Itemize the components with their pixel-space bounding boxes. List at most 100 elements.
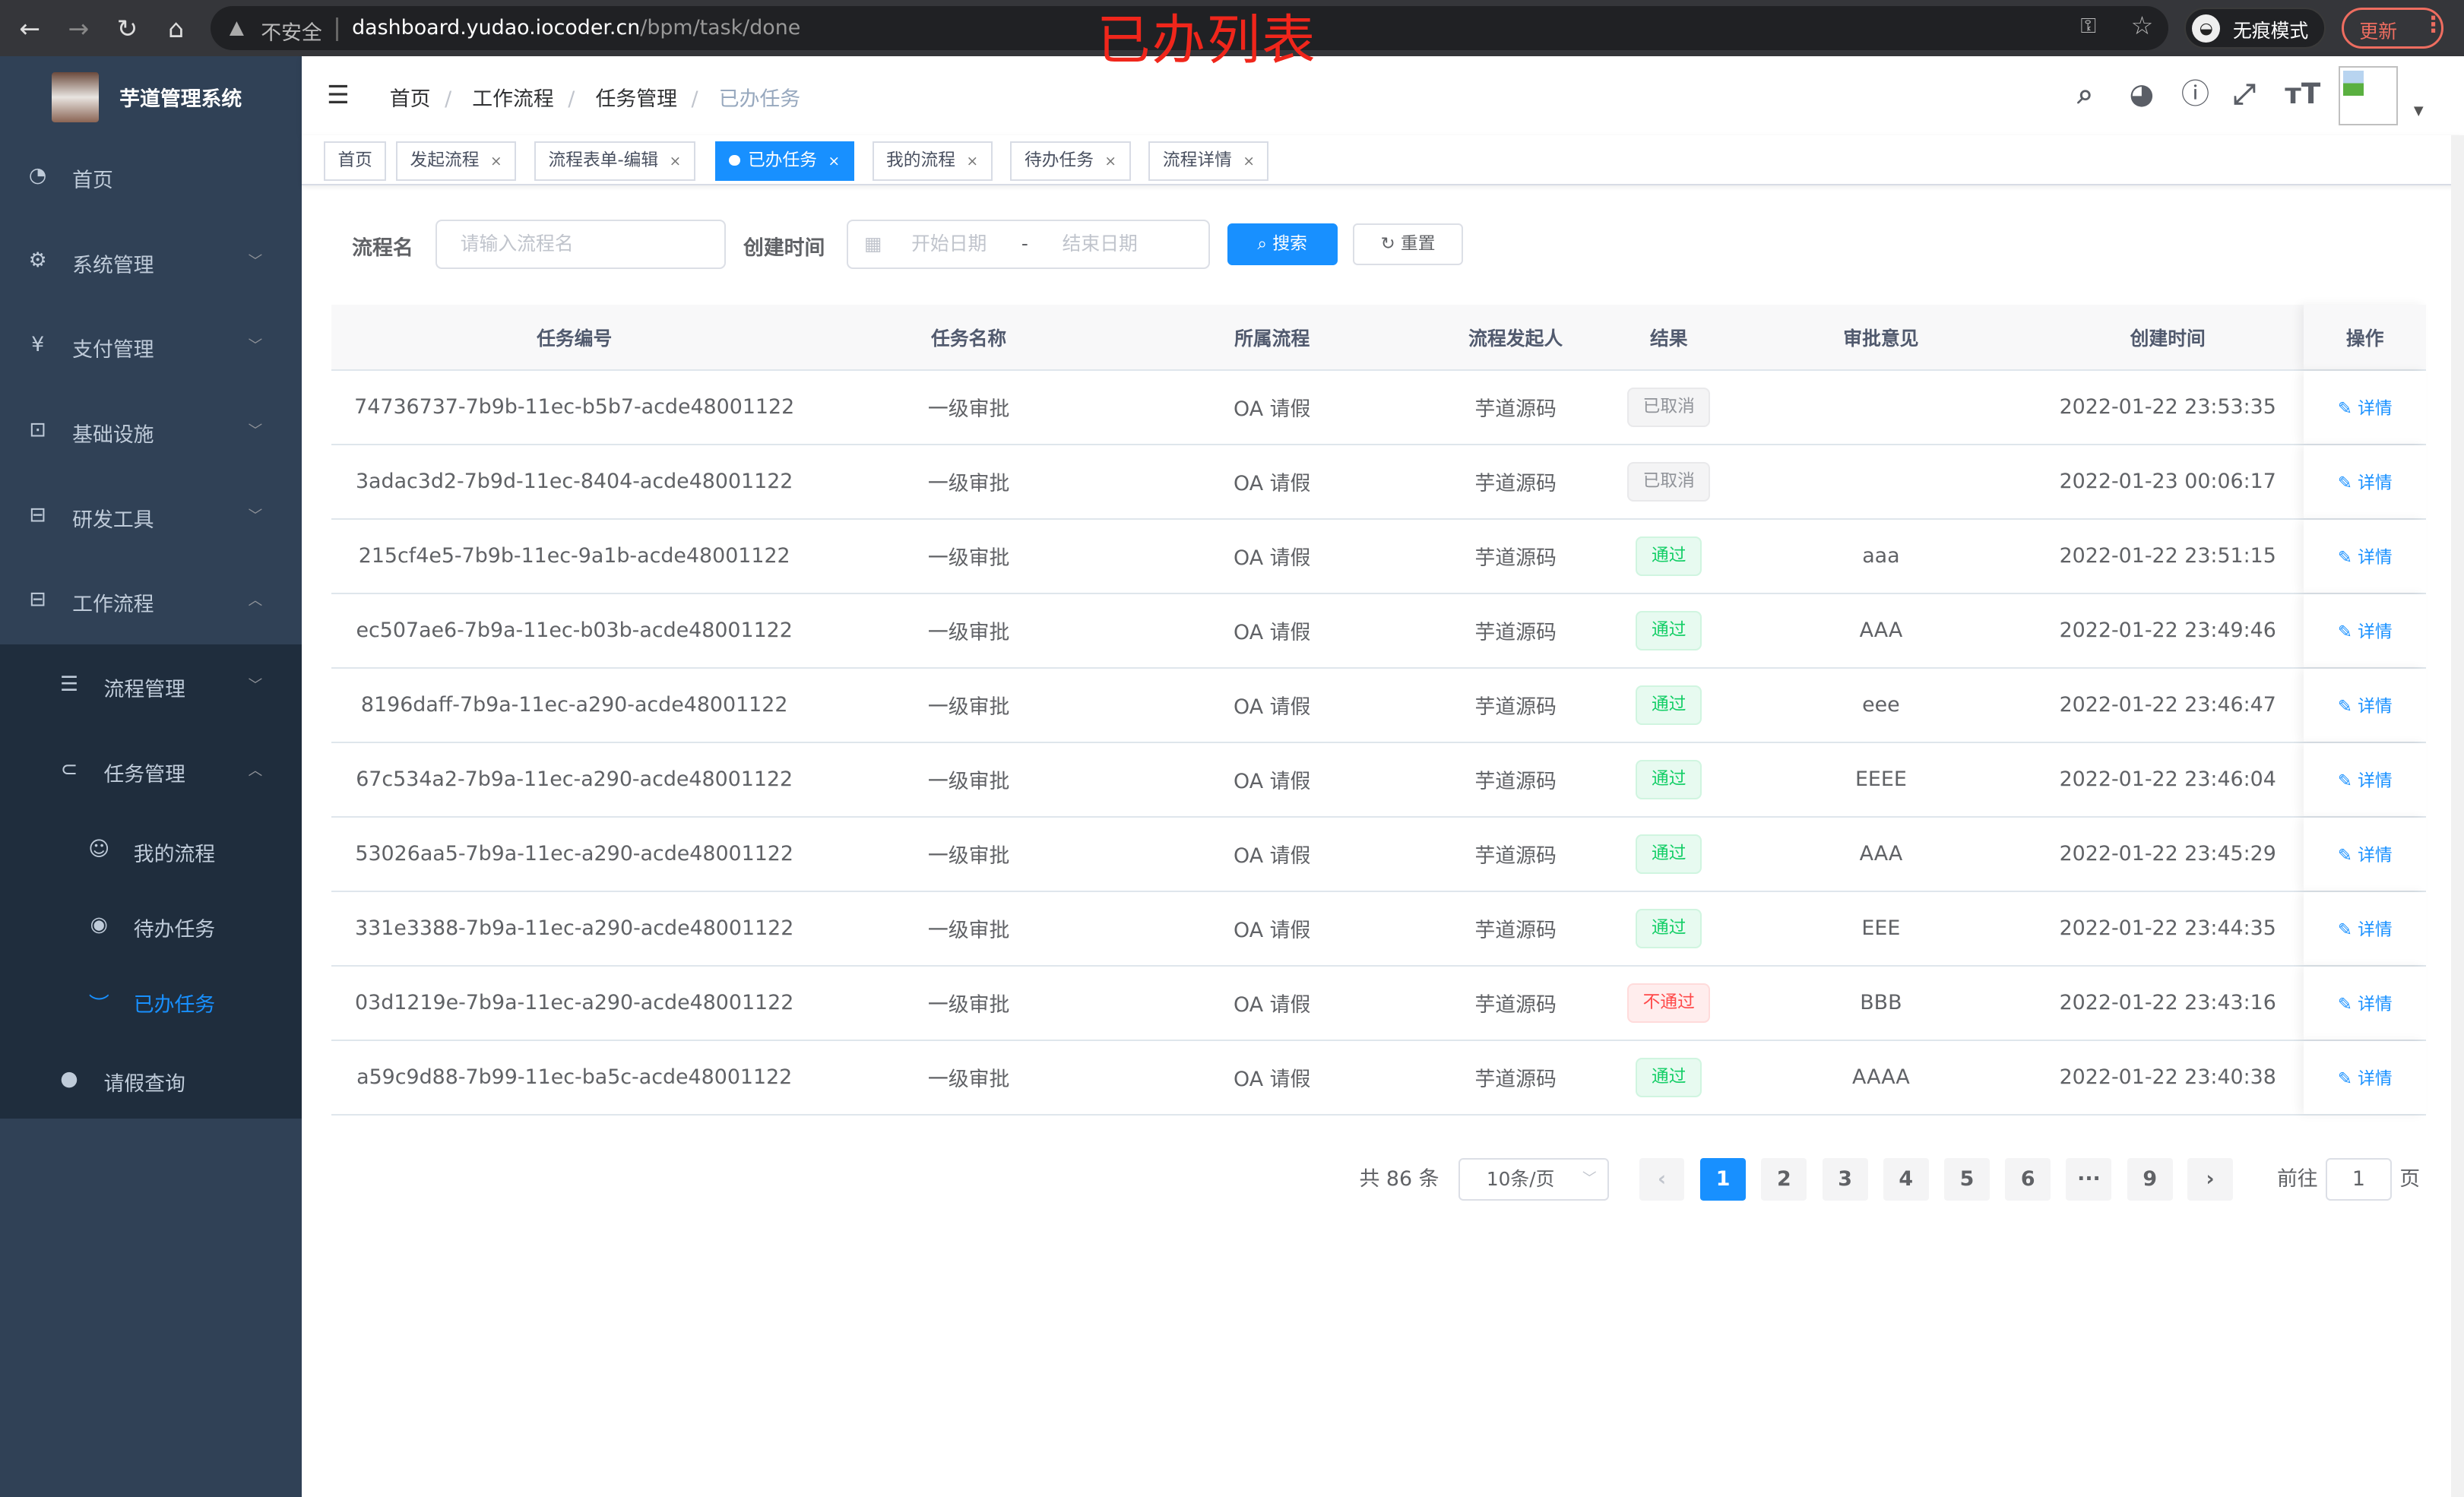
avatar[interactable] xyxy=(2338,65,2399,126)
sidebar-item-task[interactable]: ⊂ 任务管理 ︿ xyxy=(0,729,302,814)
tab-我的流程[interactable]: 我的流程 × xyxy=(872,141,993,181)
detail-button[interactable]: ✎ 详情 xyxy=(2338,394,2393,419)
page-suffix: 页 xyxy=(2399,1166,2421,1191)
sidebar-item-eye-open[interactable]: ◉ 待办任务 xyxy=(0,889,302,964)
forward-icon[interactable]: → xyxy=(68,13,90,43)
sidebar-item-toolbox[interactable]: ⊟ 研发工具 ﹀ xyxy=(0,474,302,559)
search-button[interactable]: ⌕ 搜索 xyxy=(1227,223,1338,266)
date-range-picker[interactable]: ▦ 开始日期 - 结束日期 xyxy=(847,220,1211,269)
table-header: 任务编号 任务名称 所属流程 流程发起人 结果 审批意见 创建时间 操作 xyxy=(331,305,2427,371)
breadcrumb-item[interactable]: 任务管理 xyxy=(595,87,677,111)
close-icon[interactable]: × xyxy=(669,153,682,170)
cell-starter: 芋道源码 xyxy=(1424,743,1607,816)
close-icon[interactable]: × xyxy=(828,153,841,170)
process-name-label: 流程名 xyxy=(352,236,413,260)
reset-button[interactable]: ↻ 重置 xyxy=(1353,223,1463,266)
incognito-badge[interactable]: ◒ 无痕模式 xyxy=(2184,8,2326,49)
detail-button[interactable]: ✎ 详情 xyxy=(2338,767,2393,792)
cell-process: OA 请假 xyxy=(1120,1041,1424,1114)
github-icon[interactable]: ◕ xyxy=(2129,77,2155,111)
sidebar-item-people[interactable]: ☺ 我的流程 xyxy=(0,814,302,889)
cell-comment: AAA xyxy=(1730,818,2032,891)
search-icon[interactable]: ⌕ xyxy=(2077,77,2094,111)
cell-text: 2022-01-22 23:49:46 xyxy=(2059,619,2276,643)
sidebar-item-user[interactable]: ● 请假查询 xyxy=(0,1043,302,1119)
page-button[interactable]: 1 xyxy=(1700,1157,1747,1201)
sidebar-item-toolbox[interactable]: ⊟ 工作流程 ︿ xyxy=(0,559,302,644)
more-pages-icon[interactable]: ··· xyxy=(2066,1157,2112,1201)
prev-page-button[interactable]: ‹ xyxy=(1639,1157,1685,1201)
hamburger-icon[interactable]: ☰ xyxy=(327,79,350,109)
tab-已办任务[interactable]: 已办任务 × xyxy=(714,141,854,181)
sidebar-item-dashboard[interactable]: ◔ 首页 xyxy=(0,135,302,220)
tab-流程表单-编辑[interactable]: 流程表单-编辑 × xyxy=(534,141,695,181)
page-size-select[interactable]: 10条/页 ﹀ xyxy=(1458,1157,1610,1201)
font-size-icon[interactable]: тT xyxy=(2285,77,2321,111)
next-page-button[interactable]: › xyxy=(2187,1157,2234,1201)
page-button[interactable]: 2 xyxy=(1761,1157,1807,1201)
home-icon[interactable]: ⌂ xyxy=(168,13,185,43)
help-icon[interactable]: ⓘ xyxy=(2181,77,2210,111)
star-icon[interactable]: ☆ xyxy=(2130,11,2154,41)
result-tag: 通过 xyxy=(1636,611,1702,650)
goto-page-input[interactable]: 1 xyxy=(2326,1157,2392,1201)
page-button[interactable]: 6 xyxy=(2005,1157,2051,1201)
breadcrumb-item[interactable]: 首页 xyxy=(389,87,431,111)
tab-流程详情[interactable]: 流程详情 × xyxy=(1148,141,1269,181)
update-button[interactable]: 更新 ⋮ xyxy=(2341,8,2444,49)
sidebar-item-gear[interactable]: ⚙ 系统管理 ﹀ xyxy=(0,220,302,305)
page-button[interactable]: 4 xyxy=(1883,1157,1929,1201)
caret-down-icon[interactable]: ▼ xyxy=(2413,103,2424,119)
cell-text: OA 请假 xyxy=(1234,993,1311,1018)
chevron-down-icon: ﹀ xyxy=(1582,1170,1597,1187)
detail-button[interactable]: ✎ 详情 xyxy=(2338,841,2393,866)
detail-button[interactable]: ✎ 详情 xyxy=(2338,990,2393,1015)
page-button[interactable]: 5 xyxy=(1944,1157,1990,1201)
cell-text: OA 请假 xyxy=(1234,1068,1311,1092)
edit-icon: ✎ xyxy=(2337,920,2358,941)
start-date-input[interactable]: 开始日期 xyxy=(911,233,987,255)
cell-text: OA 请假 xyxy=(1234,695,1311,720)
back-icon[interactable]: ← xyxy=(19,13,41,43)
reload-icon[interactable]: ↻ xyxy=(116,13,138,43)
user-icon: ● xyxy=(60,1066,78,1090)
cell-text: ec507ae6-7b9a-11ec-b03b-acde48001122 xyxy=(356,619,793,643)
sidebar-item-yen[interactable]: ¥ 支付管理 ﹀ xyxy=(0,305,302,390)
url-text[interactable]: dashboard.yudao.iocoder.cn/bpm/task/done xyxy=(352,16,800,40)
fullscreen-icon[interactable]: ⤢ xyxy=(2233,77,2256,111)
logo-image xyxy=(52,72,100,123)
detail-button[interactable]: ✎ 详情 xyxy=(2338,916,2393,941)
cell-actions: ✎ 详情 xyxy=(2304,817,2427,891)
end-date-input[interactable]: 结束日期 xyxy=(1062,233,1138,255)
page-button[interactable]: 3 xyxy=(1822,1157,1868,1201)
sidebar-item-eye-closed[interactable]: ︶ 已办任务 xyxy=(0,964,302,1040)
tab-首页[interactable]: 首页 xyxy=(323,141,387,181)
cell-id: 331e3388-7b9a-11ec-a290-acde48001122 xyxy=(331,892,817,965)
detail-button[interactable]: ✎ 详情 xyxy=(2338,618,2393,643)
tab-发起流程[interactable]: 发起流程 × xyxy=(396,141,517,181)
sidebar-item-list[interactable]: ☰ 流程管理 ﹀ xyxy=(0,644,302,730)
close-icon[interactable]: × xyxy=(1243,153,1255,170)
detail-button[interactable]: ✎ 详情 xyxy=(2338,1065,2393,1090)
page-button[interactable]: 9 xyxy=(2127,1157,2173,1201)
detail-button[interactable]: ✎ 详情 xyxy=(2338,692,2393,717)
update-label: 更新 xyxy=(2359,20,2397,43)
process-name-input[interactable]: 请输入流程名 xyxy=(435,220,727,269)
key-icon[interactable]: ⚿ xyxy=(2080,14,2096,38)
cell-created: 2022-01-22 23:49:46 xyxy=(2032,594,2304,667)
cell-process: OA 请假 xyxy=(1120,445,1424,518)
breadcrumb-item[interactable]: 工作流程 xyxy=(472,87,554,111)
page-scrollbar[interactable] xyxy=(2451,135,2464,1497)
sidebar-item-monitor[interactable]: ⊡ 基础设施 ﹀ xyxy=(0,390,302,475)
close-icon[interactable]: × xyxy=(1104,153,1116,170)
detail-button[interactable]: ✎ 详情 xyxy=(2338,543,2393,568)
column-header: 审批意见 xyxy=(1843,327,1919,350)
sidebar-item-label: 工作流程 xyxy=(72,593,154,617)
address-bar[interactable]: ▲ 不安全 dashboard.yudao.iocoder.cn/bpm/tas… xyxy=(211,6,2169,51)
detail-label: 详情 xyxy=(2358,697,2393,717)
tab-待办任务[interactable]: 待办任务 × xyxy=(1010,141,1131,181)
detail-button[interactable]: ✎ 详情 xyxy=(2338,469,2393,494)
close-icon[interactable]: × xyxy=(966,153,979,170)
edit-icon: ✎ xyxy=(2337,1069,2358,1090)
close-icon[interactable]: × xyxy=(489,153,502,170)
